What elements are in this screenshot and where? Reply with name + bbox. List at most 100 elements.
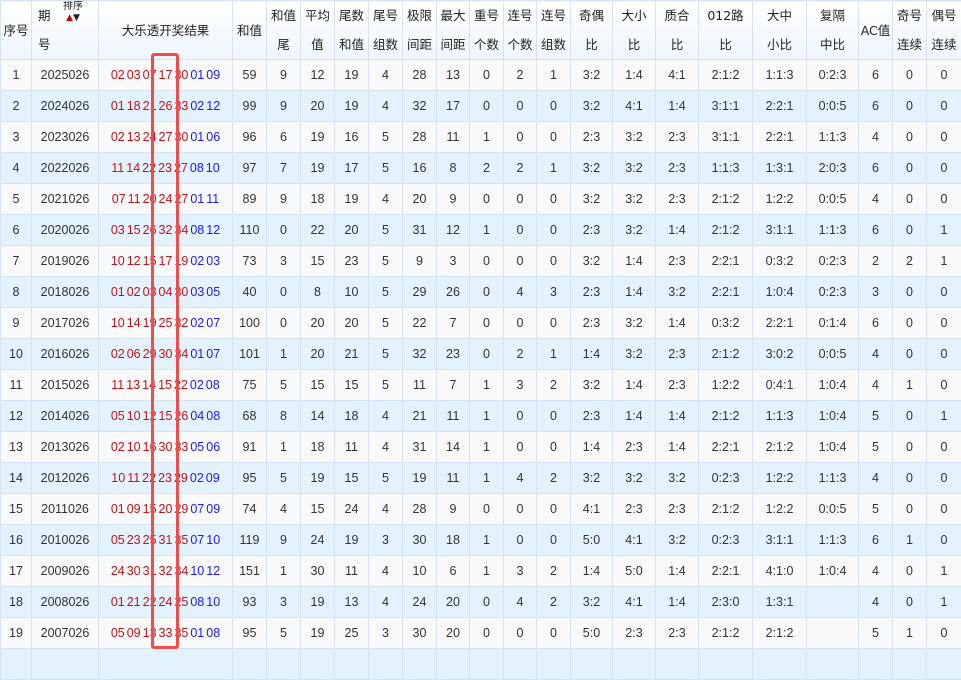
odd-consec-cell: 0 (893, 494, 927, 525)
header-stat-2: 尾数和值 (335, 1, 369, 60)
arrow-up-icon[interactable]: ▲ (66, 13, 73, 23)
stat-cell: 15 (301, 494, 335, 525)
stat-cell: 2:1:2 (699, 339, 753, 370)
stat-cell: 1:2:2 (753, 463, 807, 494)
odd-consec-cell: 0 (893, 556, 927, 587)
stat-cell: 11 (437, 463, 470, 494)
stat-cell: 24 (403, 587, 437, 618)
stat-cell: 1:4 (613, 60, 656, 91)
red-ball: 14 (127, 316, 141, 330)
stat-cell: 3:2 (613, 184, 656, 215)
stat-cell: 2:3 (613, 494, 656, 525)
odd-consec-cell: 0 (893, 277, 927, 308)
red-ball: 13 (127, 130, 141, 144)
stat-cell: 32 (403, 91, 437, 122)
stat-cell: 17 (335, 153, 369, 184)
stat-cell (807, 587, 859, 618)
stat-cell: 23 (437, 339, 470, 370)
stat-cell: 6 (437, 556, 470, 587)
red-ball: 02 (127, 285, 141, 299)
stat-cell: 18 (335, 401, 369, 432)
stat-cell: 1:1:3 (753, 401, 807, 432)
seq-cell: 2 (1, 91, 32, 122)
arrow-down-icon[interactable]: ▼ (73, 13, 80, 23)
red-ball: 05 (111, 533, 125, 547)
header-period-bottom: 号 (38, 30, 51, 59)
stat-cell: 19 (335, 184, 369, 215)
seq-cell: 11 (1, 370, 32, 401)
stat-cell: 20 (437, 587, 470, 618)
blue-ball: 08 (206, 378, 220, 392)
stat-cell: 19 (301, 153, 335, 184)
red-ball: 34 (174, 564, 188, 578)
stat-cell: 3:2 (571, 370, 613, 401)
red-ball: 29 (174, 471, 188, 485)
stat-cell: 1:4 (613, 370, 656, 401)
red-ball: 27 (174, 192, 188, 206)
header-line-2: 和值 (339, 37, 364, 52)
red-ball: 12 (143, 409, 157, 423)
stat-cell: 0:0:5 (807, 494, 859, 525)
sum-cell: 74 (233, 494, 267, 525)
red-ball: 20 (159, 502, 173, 516)
stat-cell: 4 (369, 91, 403, 122)
stat-cell: 13 (335, 587, 369, 618)
red-ball: 11 (128, 192, 141, 206)
stat-cell: 1:0:4 (753, 277, 807, 308)
sort-control[interactable]: 排序 ▲▼ (63, 1, 83, 24)
stat-cell: 0 (470, 308, 504, 339)
stat-cell: 0 (504, 122, 537, 153)
header-stat-12: 012路比 (699, 1, 753, 60)
odd-consec-cell: 0 (893, 60, 927, 91)
stat-cell: 1:1:3 (807, 525, 859, 556)
stat-cell: 0 (537, 618, 571, 649)
seq-cell: 10 (1, 339, 32, 370)
stat-cell: 0 (470, 618, 504, 649)
empty-cell (403, 649, 437, 680)
header-line-2: 个数 (474, 37, 499, 52)
stat-cell: 30 (301, 556, 335, 587)
ac-cell: 4 (859, 339, 893, 370)
header-line-1: 奇偶 (579, 8, 604, 23)
red-ball: 06 (127, 347, 141, 361)
stat-cell: 3:2 (613, 308, 656, 339)
seq-cell: 5 (1, 184, 32, 215)
period-cell: 2014026 (32, 401, 99, 432)
ac-cell: 2 (859, 246, 893, 277)
stat-cell: 16 (335, 122, 369, 153)
blue-ball: 01 (190, 347, 204, 361)
stat-cell: 5 (369, 308, 403, 339)
odd-consec-cell: 0 (893, 463, 927, 494)
blue-ball: 01 (190, 626, 204, 640)
red-ball: 24 (111, 564, 125, 578)
sum-cell: 89 (233, 184, 267, 215)
red-ball: 17 (159, 68, 173, 82)
stat-cell: 15 (301, 370, 335, 401)
empty-cell (807, 649, 859, 680)
empty-cell (267, 649, 301, 680)
blue-ball: 12 (206, 223, 220, 237)
stat-cell: 0 (504, 215, 537, 246)
stat-cell: 0:2:3 (699, 525, 753, 556)
stat-cell: 0 (537, 432, 571, 463)
red-ball: 21 (143, 99, 157, 113)
header-line-1: 尾号 (373, 8, 398, 23)
stat-cell: 0 (267, 215, 301, 246)
stat-cell: 19 (301, 587, 335, 618)
period-cell: 2018026 (32, 277, 99, 308)
header-stat-1: 平均值 (301, 1, 335, 60)
even-consec-cell: 0 (927, 339, 961, 370)
stat-cell: 2:3 (656, 339, 699, 370)
stat-cell: 3:2 (571, 91, 613, 122)
stat-cell: 6 (267, 122, 301, 153)
stat-cell: 16 (403, 153, 437, 184)
header-stat-14: 复隔中比 (807, 1, 859, 60)
blue-ball: 08 (206, 626, 220, 640)
red-ball: 26 (174, 409, 188, 423)
